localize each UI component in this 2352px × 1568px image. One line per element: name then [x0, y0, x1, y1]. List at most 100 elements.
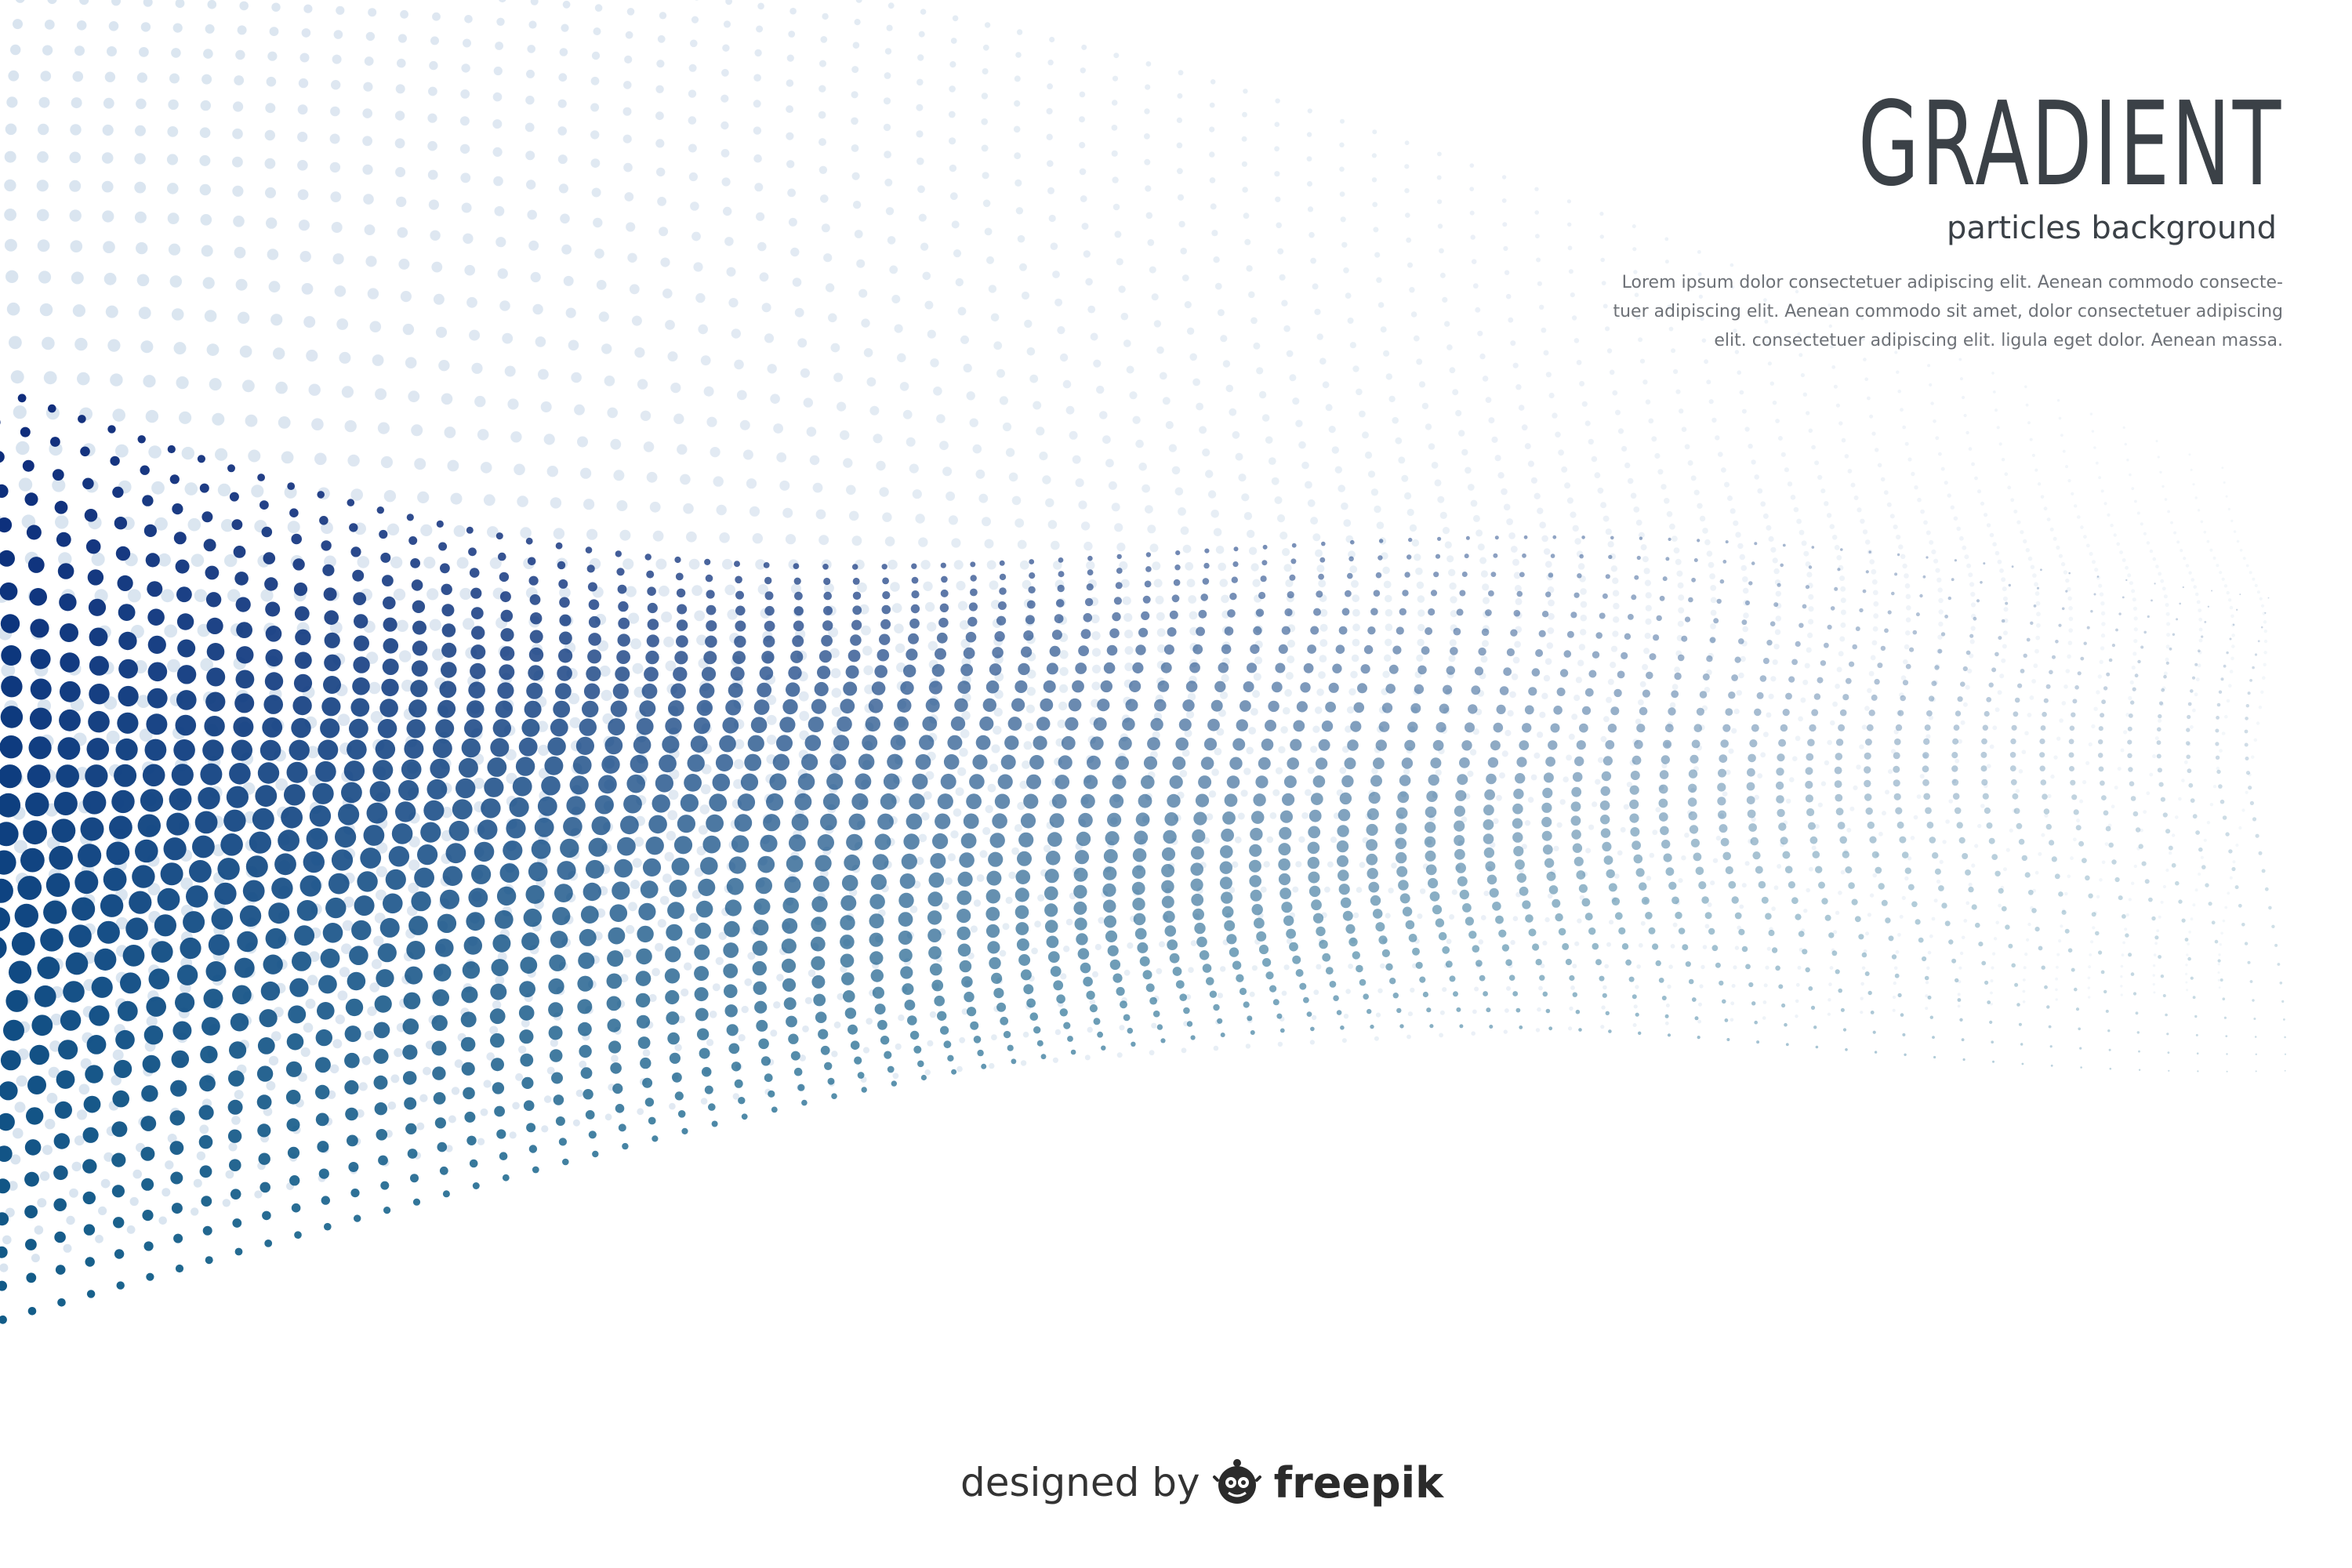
particle-dot	[447, 459, 459, 472]
particle-dot	[1636, 964, 1641, 969]
particle-dot	[1331, 446, 1340, 454]
particle-dot	[782, 897, 799, 914]
particle-dot	[1931, 916, 1936, 921]
particle-dot	[1892, 1008, 1896, 1012]
particle-dot	[1626, 782, 1632, 788]
particle-dot	[1341, 608, 1350, 616]
particle-dot	[56, 764, 79, 788]
particle-dot	[2101, 860, 2106, 865]
particle-dot	[1971, 462, 1976, 466]
particle-dot	[0, 1280, 7, 1291]
particle-dot	[1275, 767, 1283, 775]
particle-dot	[360, 848, 382, 869]
particle-dot	[1527, 797, 1534, 803]
particle-dot	[1859, 744, 1864, 750]
particle-dot	[322, 923, 343, 943]
particle-dot	[2166, 622, 2171, 626]
particle-dot	[1719, 813, 1725, 818]
particle-dot	[872, 854, 889, 870]
particle-dot	[1081, 44, 1087, 50]
particle-dot	[509, 797, 529, 818]
particle-dot	[967, 616, 978, 627]
particle-dot	[747, 735, 764, 752]
particle-dot	[1600, 786, 1610, 797]
particle-dot	[1289, 574, 1296, 581]
particle-dot	[1700, 964, 1705, 970]
particle-dot	[1210, 79, 1216, 85]
particle-dot	[4, 238, 17, 252]
particle-dot	[846, 485, 856, 495]
particle-dot	[2186, 989, 2189, 992]
particle-dot	[815, 1011, 827, 1023]
particle-dot	[947, 1054, 954, 1062]
particle-dot	[2253, 738, 2257, 742]
particle-dot	[1577, 918, 1582, 924]
particle-dot	[786, 105, 793, 114]
particle-dot	[1147, 524, 1156, 534]
particle-dot	[1018, 662, 1030, 676]
particle-dot	[1600, 828, 1611, 838]
particle-dot	[1261, 414, 1270, 422]
particle-dot	[2263, 639, 2268, 644]
particle-dot	[1631, 594, 1637, 601]
particle-dot	[452, 799, 473, 820]
particle-dot	[2065, 465, 2068, 469]
particle-dot	[1272, 789, 1280, 797]
particle-dot	[1769, 381, 1774, 386]
particle-dot	[557, 666, 572, 681]
particle-dot	[1190, 878, 1203, 891]
particle-dot	[477, 429, 489, 441]
particle-dot	[610, 1062, 622, 1074]
particle-dot	[1359, 862, 1366, 869]
particle-dot	[1236, 719, 1249, 731]
particle-dot	[1015, 869, 1031, 884]
particle-dot	[1702, 945, 1708, 949]
particle-dot	[813, 993, 826, 1007]
particle-dot	[2049, 527, 2054, 532]
particle-dot	[2122, 941, 2126, 945]
particle-dot	[1156, 967, 1163, 975]
particle-dot	[538, 368, 549, 380]
particle-dot	[1927, 950, 1932, 955]
particle-dot	[726, 267, 736, 277]
particle-dot	[1574, 756, 1584, 767]
particle-dot	[648, 1116, 656, 1125]
particle-dot	[1781, 1003, 1786, 1008]
particle-dot	[318, 975, 337, 994]
particle-dot	[2126, 459, 2129, 462]
particle-dot	[1103, 662, 1116, 674]
particle-dot	[286, 1033, 304, 1051]
particle-dot	[1404, 140, 1410, 146]
particle-dot	[2003, 867, 2007, 872]
particle-dot	[315, 1112, 329, 1127]
particle-dot	[1636, 555, 1641, 561]
particle-dot	[861, 1087, 867, 1093]
particle-dot	[2216, 766, 2220, 771]
particle-dot	[2046, 517, 2051, 521]
particle-dot	[1268, 457, 1276, 465]
particle-dot	[53, 1198, 67, 1211]
particle-dot	[1712, 858, 1719, 863]
particle-dot	[2099, 592, 2104, 597]
particle-dot	[646, 471, 658, 483]
particle-dot	[792, 278, 802, 287]
particle-dot	[1448, 568, 1456, 576]
particle-dot	[1519, 740, 1530, 750]
particle-dot	[1449, 639, 1457, 647]
particle-dot	[115, 738, 138, 761]
particle-dot	[2161, 586, 2166, 591]
particle-dot	[1214, 681, 1226, 692]
particle-dot	[1687, 810, 1693, 815]
particle-dot	[497, 682, 514, 699]
particle-dot	[220, 519, 234, 532]
particle-dot	[1733, 965, 1737, 970]
particle-dot	[676, 588, 686, 597]
particle-dot	[1770, 676, 1777, 682]
particle-dot	[1667, 1033, 1671, 1037]
particle-dot	[851, 564, 858, 570]
particle-dot	[1534, 187, 1539, 191]
particle-dot	[559, 631, 572, 645]
particle-dot	[330, 106, 340, 117]
particle-dot	[909, 793, 925, 810]
particle-dot	[1541, 611, 1549, 618]
